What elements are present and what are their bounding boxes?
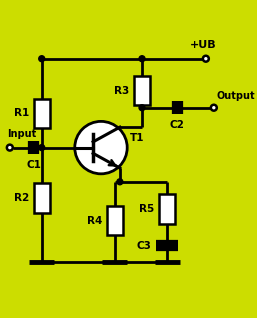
Text: R4: R4 [87, 216, 102, 225]
Circle shape [39, 145, 45, 150]
Bar [134, 76, 150, 106]
Text: Output: Output [216, 91, 255, 101]
Text: R2: R2 [14, 193, 29, 203]
Bar [159, 194, 175, 224]
Text: R5: R5 [139, 204, 154, 214]
Bar [107, 206, 123, 235]
Text: R3: R3 [114, 86, 130, 96]
Text: Input: Input [7, 129, 37, 139]
Bar [34, 99, 50, 128]
Text: +UB: +UB [190, 39, 217, 50]
Text: R1: R1 [14, 108, 29, 118]
Circle shape [211, 105, 217, 111]
Bar [34, 183, 50, 212]
Circle shape [7, 145, 13, 150]
Text: C1: C1 [26, 160, 41, 170]
Circle shape [39, 56, 45, 62]
Circle shape [203, 56, 209, 62]
Circle shape [139, 56, 145, 62]
Circle shape [139, 105, 145, 111]
Circle shape [75, 121, 127, 174]
Text: T1: T1 [130, 134, 144, 143]
Circle shape [117, 179, 123, 185]
Text: C2: C2 [170, 120, 185, 130]
Text: C3: C3 [137, 241, 152, 251]
